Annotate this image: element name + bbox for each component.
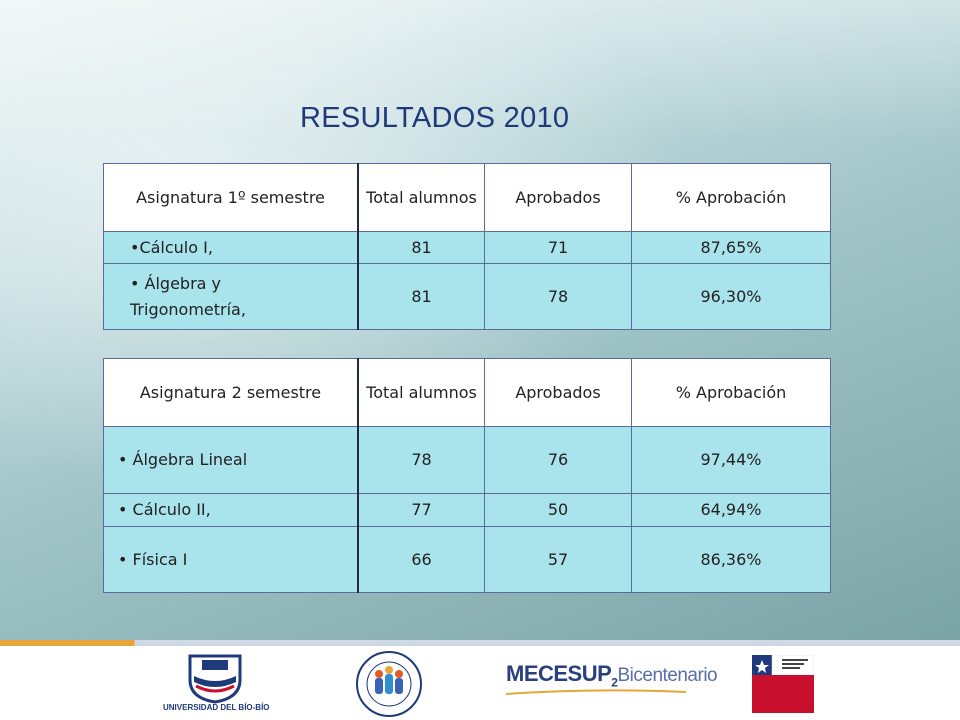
cell-subject: • Física I xyxy=(103,526,359,593)
cell-pct: 97,44% xyxy=(631,426,831,494)
cell-pct: 64,94% xyxy=(631,493,831,527)
cell-pct: 87,65% xyxy=(631,231,831,264)
cell-total: 77 xyxy=(357,493,485,527)
cell-subject: •Cálculo I, xyxy=(103,231,359,264)
table-row: • Física I 66 57 86,36% xyxy=(103,526,831,593)
table-row: •Cálculo I, 81 71 87,65% xyxy=(103,231,831,264)
cell-total: 78 xyxy=(357,426,485,494)
gobierno-chile-logo xyxy=(752,655,814,713)
footer-accent-line xyxy=(0,640,960,646)
cell-total: 81 xyxy=(357,263,485,330)
header-subject: Asignatura 1º semestre xyxy=(103,163,359,232)
cell-subject: • Cálculo II, xyxy=(103,493,359,527)
results-table-second-semester: Asignatura 2 semestre Total alumnos Apro… xyxy=(103,358,831,593)
ubb-shield-logo xyxy=(188,654,242,704)
table-header-row: Asignatura 2 semestre Total alumnos Apro… xyxy=(103,358,831,427)
table-row: • Cálculo II, 77 50 64,94% xyxy=(103,493,831,527)
header-approved: Aprobados xyxy=(484,358,632,427)
table-row: • Álgebra y Trigonometría, 81 78 96,30% xyxy=(103,263,831,330)
programa-politicas-seal xyxy=(356,651,422,717)
ubb-name: UNIVERSIDAD DEL BÍO-BÍO xyxy=(163,703,270,712)
footer-logos-bar xyxy=(0,646,960,720)
cell-approved: 57 xyxy=(484,526,632,593)
header-pct: % Aprobación xyxy=(631,358,831,427)
cell-subject: • Álgebra Lineal xyxy=(103,426,359,494)
cell-approved: 71 xyxy=(484,231,632,264)
header-total: Total alumnos xyxy=(357,358,485,427)
table-row: • Álgebra Lineal 78 76 97,44% xyxy=(103,426,831,494)
mecesup-logo: MECESUP2Bicentenario xyxy=(506,661,718,690)
cell-approved: 78 xyxy=(484,263,632,330)
cell-approved: 50 xyxy=(484,493,632,527)
cell-pct: 96,30% xyxy=(631,263,831,330)
table-header-row: Asignatura 1º semestre Total alumnos Apr… xyxy=(103,163,831,232)
cell-total: 66 xyxy=(357,526,485,593)
cell-approved: 76 xyxy=(484,426,632,494)
header-total: Total alumnos xyxy=(357,163,485,232)
results-table-first-semester: Asignatura 1º semestre Total alumnos Apr… xyxy=(103,163,831,330)
header-approved: Aprobados xyxy=(484,163,632,232)
mecesup-swoosh xyxy=(506,689,686,695)
cell-total: 81 xyxy=(357,231,485,264)
header-pct: % Aprobación xyxy=(631,163,831,232)
cell-pct: 86,36% xyxy=(631,526,831,593)
page-title: RESULTADOS 2010 xyxy=(300,102,570,134)
header-subject: Asignatura 2 semestre xyxy=(103,358,359,427)
cell-subject: • Álgebra y Trigonometría, xyxy=(103,263,359,330)
